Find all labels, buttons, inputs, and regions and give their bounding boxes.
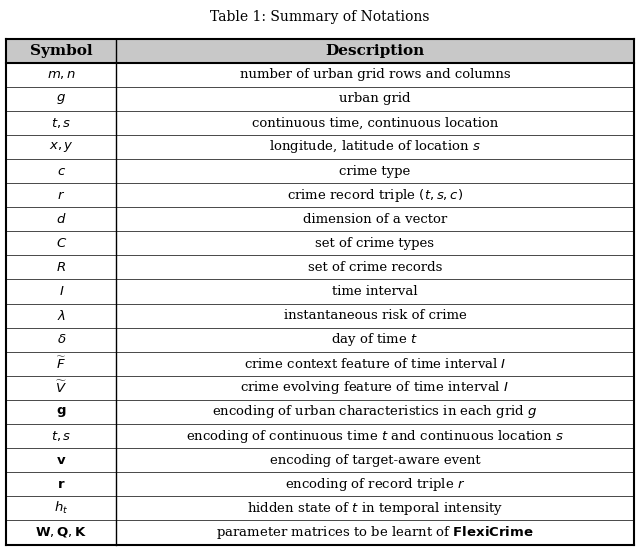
Text: parameter matrices to be learnt of $\mathbf{FlexiCrime}$: parameter matrices to be learnt of $\mat…: [216, 524, 534, 541]
Text: encoding of target-aware event: encoding of target-aware event: [269, 454, 480, 466]
Text: crime context feature of time interval $I$: crime context feature of time interval $…: [244, 357, 506, 371]
Text: set of crime records: set of crime records: [308, 261, 442, 274]
Text: $x, y$: $x, y$: [49, 140, 74, 154]
Text: $h_t$: $h_t$: [54, 500, 68, 516]
Text: urban grid: urban grid: [339, 92, 411, 105]
Text: instantaneous risk of crime: instantaneous risk of crime: [284, 309, 467, 322]
Text: $\widetilde{V}$: $\widetilde{V}$: [55, 380, 67, 396]
Text: continuous time, continuous location: continuous time, continuous location: [252, 117, 498, 129]
Text: $R$: $R$: [56, 261, 67, 274]
Text: $\widetilde{F}$: $\widetilde{F}$: [56, 356, 67, 372]
Text: longitude, latitude of location $s$: longitude, latitude of location $s$: [269, 139, 481, 156]
Bar: [6, 39, 634, 63]
Text: $\mathit{t}, \mathit{s}$: $\mathit{t}, \mathit{s}$: [51, 429, 72, 443]
Text: set of crime types: set of crime types: [316, 237, 435, 250]
Text: $d$: $d$: [56, 212, 67, 226]
Text: $r$: $r$: [57, 189, 65, 202]
Text: $I$: $I$: [58, 285, 64, 298]
Text: crime record triple $(t, s, c)$: crime record triple $(t, s, c)$: [287, 186, 463, 204]
Text: $\delta$: $\delta$: [56, 333, 66, 346]
Text: day of time $t$: day of time $t$: [332, 331, 419, 348]
Text: $\mathbf{r}$: $\mathbf{r}$: [57, 478, 65, 491]
Text: time interval: time interval: [332, 285, 418, 298]
Text: number of urban grid rows and columns: number of urban grid rows and columns: [239, 68, 510, 81]
Text: hidden state of $t$ in temporal intensity: hidden state of $t$ in temporal intensit…: [247, 500, 503, 517]
Text: encoding of record triple $r$: encoding of record triple $r$: [285, 476, 465, 493]
Text: crime evolving feature of time interval $I$: crime evolving feature of time interval …: [241, 379, 509, 397]
Text: $m, n$: $m, n$: [47, 68, 76, 81]
Text: $C$: $C$: [56, 237, 67, 250]
Text: $\mathbf{v}$: $\mathbf{v}$: [56, 454, 67, 466]
Text: dimension of a vector: dimension of a vector: [303, 213, 447, 225]
Text: $t, s$: $t, s$: [51, 116, 72, 130]
Text: $c$: $c$: [57, 164, 66, 178]
Text: crime type: crime type: [339, 164, 410, 178]
Text: Symbol: Symbol: [30, 43, 93, 58]
Text: $g$: $g$: [56, 92, 66, 106]
Text: $\mathbf{W}, \mathbf{Q}, \mathbf{K}$: $\mathbf{W}, \mathbf{Q}, \mathbf{K}$: [35, 525, 87, 540]
Text: Table 1: Summary of Notations: Table 1: Summary of Notations: [211, 9, 429, 24]
Text: Description: Description: [325, 43, 424, 58]
Text: encoding of continuous time $t$ and continuous location $s$: encoding of continuous time $t$ and cont…: [186, 427, 564, 444]
Text: $\mathbf{g}$: $\mathbf{g}$: [56, 405, 67, 419]
Text: encoding of urban characteristics in each grid $g$: encoding of urban characteristics in eac…: [212, 404, 538, 421]
Text: $\lambda$: $\lambda$: [57, 309, 66, 323]
